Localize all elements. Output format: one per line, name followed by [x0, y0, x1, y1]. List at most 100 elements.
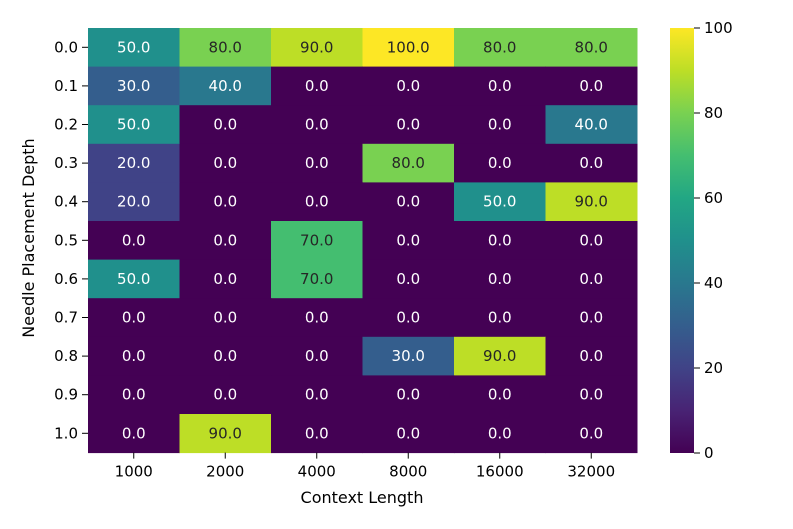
cell-value-label: 0.0: [122, 231, 146, 249]
cell-value-label: 80.0: [575, 38, 608, 56]
cell-value-label: 0.0: [396, 309, 420, 327]
cell-value-label: 0.0: [488, 231, 512, 249]
cell-value-label: 0.0: [213, 231, 237, 249]
heatmap-cell: [179, 259, 272, 299]
cell-value-label: 30.0: [392, 347, 425, 365]
heatmap-cell: [362, 298, 455, 338]
cell-value-label: 40.0: [209, 77, 242, 95]
cell-value-label: 100.0: [387, 38, 430, 56]
heatmap-cell: [271, 66, 363, 106]
heatmap-cell: [545, 414, 638, 454]
cell-value-label: 0.0: [213, 386, 237, 404]
cell-value-label: 70.0: [300, 270, 333, 288]
cell-value-label: 0.0: [579, 231, 603, 249]
cell-value-label: 0.0: [579, 424, 603, 442]
heatmap-cell: [454, 336, 546, 376]
heatmap-cell: [88, 221, 180, 261]
cell-value-label: 0.0: [213, 193, 237, 211]
cell-value-label: 0.0: [396, 116, 420, 134]
colorbar-tick-label: 40: [704, 274, 723, 292]
heatmap-cell: [271, 336, 363, 376]
x-axis-label: Context Length: [301, 488, 424, 507]
heatmap-cell: [454, 259, 546, 299]
cell-value-label: 20.0: [117, 193, 150, 211]
heatmap-cells: 50.0 80.0 90.0 100.0 80.0 80.0 30.0 40.0 0.0 0.0 0…: [88, 28, 638, 454]
heatmap-cell: [362, 414, 455, 454]
cell-value-label: 0.0: [305, 193, 329, 211]
heatmap-cell: [179, 375, 272, 415]
heatmap-cell: [271, 182, 363, 222]
heatmap-cell: [88, 336, 180, 376]
cell-value-label: 30.0: [117, 77, 150, 95]
y-tick-label: 0.5: [54, 231, 78, 249]
cell-value-label: 80.0: [392, 154, 425, 172]
cell-value-label: 50.0: [483, 193, 516, 211]
heatmap-cell: [179, 221, 272, 261]
cell-value-label: 50.0: [117, 116, 150, 134]
heatmap-cell: [362, 66, 455, 106]
heatmap-cell: [88, 143, 180, 183]
cell-value-label: 80.0: [209, 38, 242, 56]
heatmap-cell: [179, 66, 272, 106]
heatmap-cell: [179, 182, 272, 222]
cell-value-label: 50.0: [117, 270, 150, 288]
colorbar-tick-label: 80: [704, 104, 723, 122]
heatmap-cell: [271, 298, 363, 338]
x-axis-ticks: 1000 2000 4000 8000 16000 32000: [115, 452, 615, 481]
cell-value-label: 0.0: [579, 270, 603, 288]
cell-value-label: 0.0: [305, 154, 329, 172]
y-axis-label: Needle Placement Depth: [19, 138, 38, 337]
heatmap-cell: [179, 336, 272, 376]
heatmap-cell: [362, 105, 455, 145]
heatmap-cell: [271, 221, 363, 261]
cell-value-label: 0.0: [579, 77, 603, 95]
cell-value-label: 0.0: [122, 347, 146, 365]
cell-value-label: 40.0: [575, 116, 608, 134]
colorbar: [670, 28, 694, 453]
cell-value-label: 70.0: [300, 231, 333, 249]
heatmap-cell: [88, 28, 180, 68]
cell-value-label: 0.0: [213, 309, 237, 327]
heatmap-cell: [179, 105, 272, 145]
heatmap-cell: [545, 336, 638, 376]
heatmap-cell: [545, 375, 638, 415]
cell-value-label: 0.0: [122, 309, 146, 327]
heatmap-cell: [179, 28, 272, 68]
heatmap-cell: [88, 298, 180, 338]
heatmap-cell: [88, 66, 180, 106]
cell-value-label: 0.0: [305, 116, 329, 134]
heatmap-cell: [179, 143, 272, 183]
y-tick-label: 0.2: [54, 116, 78, 134]
cell-value-label: 0.0: [396, 231, 420, 249]
colorbar-tick-label: 20: [704, 359, 723, 377]
heatmap-cell: [454, 414, 546, 454]
heatmap-cell: [545, 298, 638, 338]
heatmap-cell: [362, 259, 455, 299]
heatmap-cell: [88, 259, 180, 299]
heatmap-cell: [454, 375, 546, 415]
y-tick-label: 0.6: [54, 270, 78, 288]
heatmap-cell: [362, 375, 455, 415]
heatmap-cell: [454, 182, 546, 222]
cell-value-label: 80.0: [483, 38, 516, 56]
heatmap-cell: [271, 28, 363, 68]
y-tick-label: 0.9: [54, 386, 78, 404]
heatmap-cell: [545, 143, 638, 183]
heatmap-cell: [271, 414, 363, 454]
cell-value-label: 0.0: [122, 424, 146, 442]
heatmap-cell: [545, 182, 638, 222]
y-tick-label: 0.1: [54, 77, 78, 95]
cell-value-label: 0.0: [396, 193, 420, 211]
heatmap-cell: [88, 105, 180, 145]
cell-value-label: 0.0: [396, 270, 420, 288]
cell-value-label: 0.0: [579, 386, 603, 404]
cell-value-label: 0.0: [213, 270, 237, 288]
cell-value-label: 90.0: [575, 193, 608, 211]
y-axis-ticks: 0.0 0.1 0.2 0.3 0.4 0.5 0.6 0.7 0.8 0.9 1.0: [54, 38, 88, 442]
heatmap-cell: [362, 336, 455, 376]
y-tick-label: 0.0: [54, 38, 78, 56]
x-tick-label: 1000: [115, 463, 153, 481]
heatmap-cell: [454, 28, 546, 68]
cell-value-label: 0.0: [305, 347, 329, 365]
x-tick-label: 2000: [206, 463, 244, 481]
